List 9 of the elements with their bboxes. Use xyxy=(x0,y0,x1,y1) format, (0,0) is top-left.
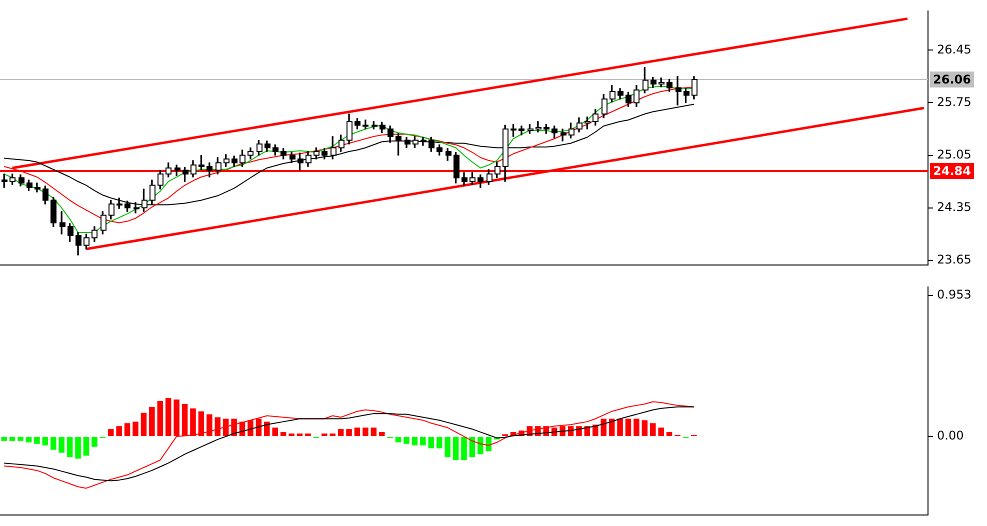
y-tick-label: 25.05 xyxy=(937,147,972,162)
y-tick-label: 26.45 xyxy=(937,42,972,56)
y-tick-label: 0.953 xyxy=(937,288,972,302)
ref-line-label: 26.06 xyxy=(933,72,971,87)
y-tick-label: 24.35 xyxy=(937,200,972,214)
y-tick-label: 23.65 xyxy=(937,252,972,266)
ref-line-label: 24.84 xyxy=(933,164,971,178)
y-tick-label: 25.75 xyxy=(937,94,972,109)
y-tick-label: 0.00 xyxy=(937,428,964,443)
